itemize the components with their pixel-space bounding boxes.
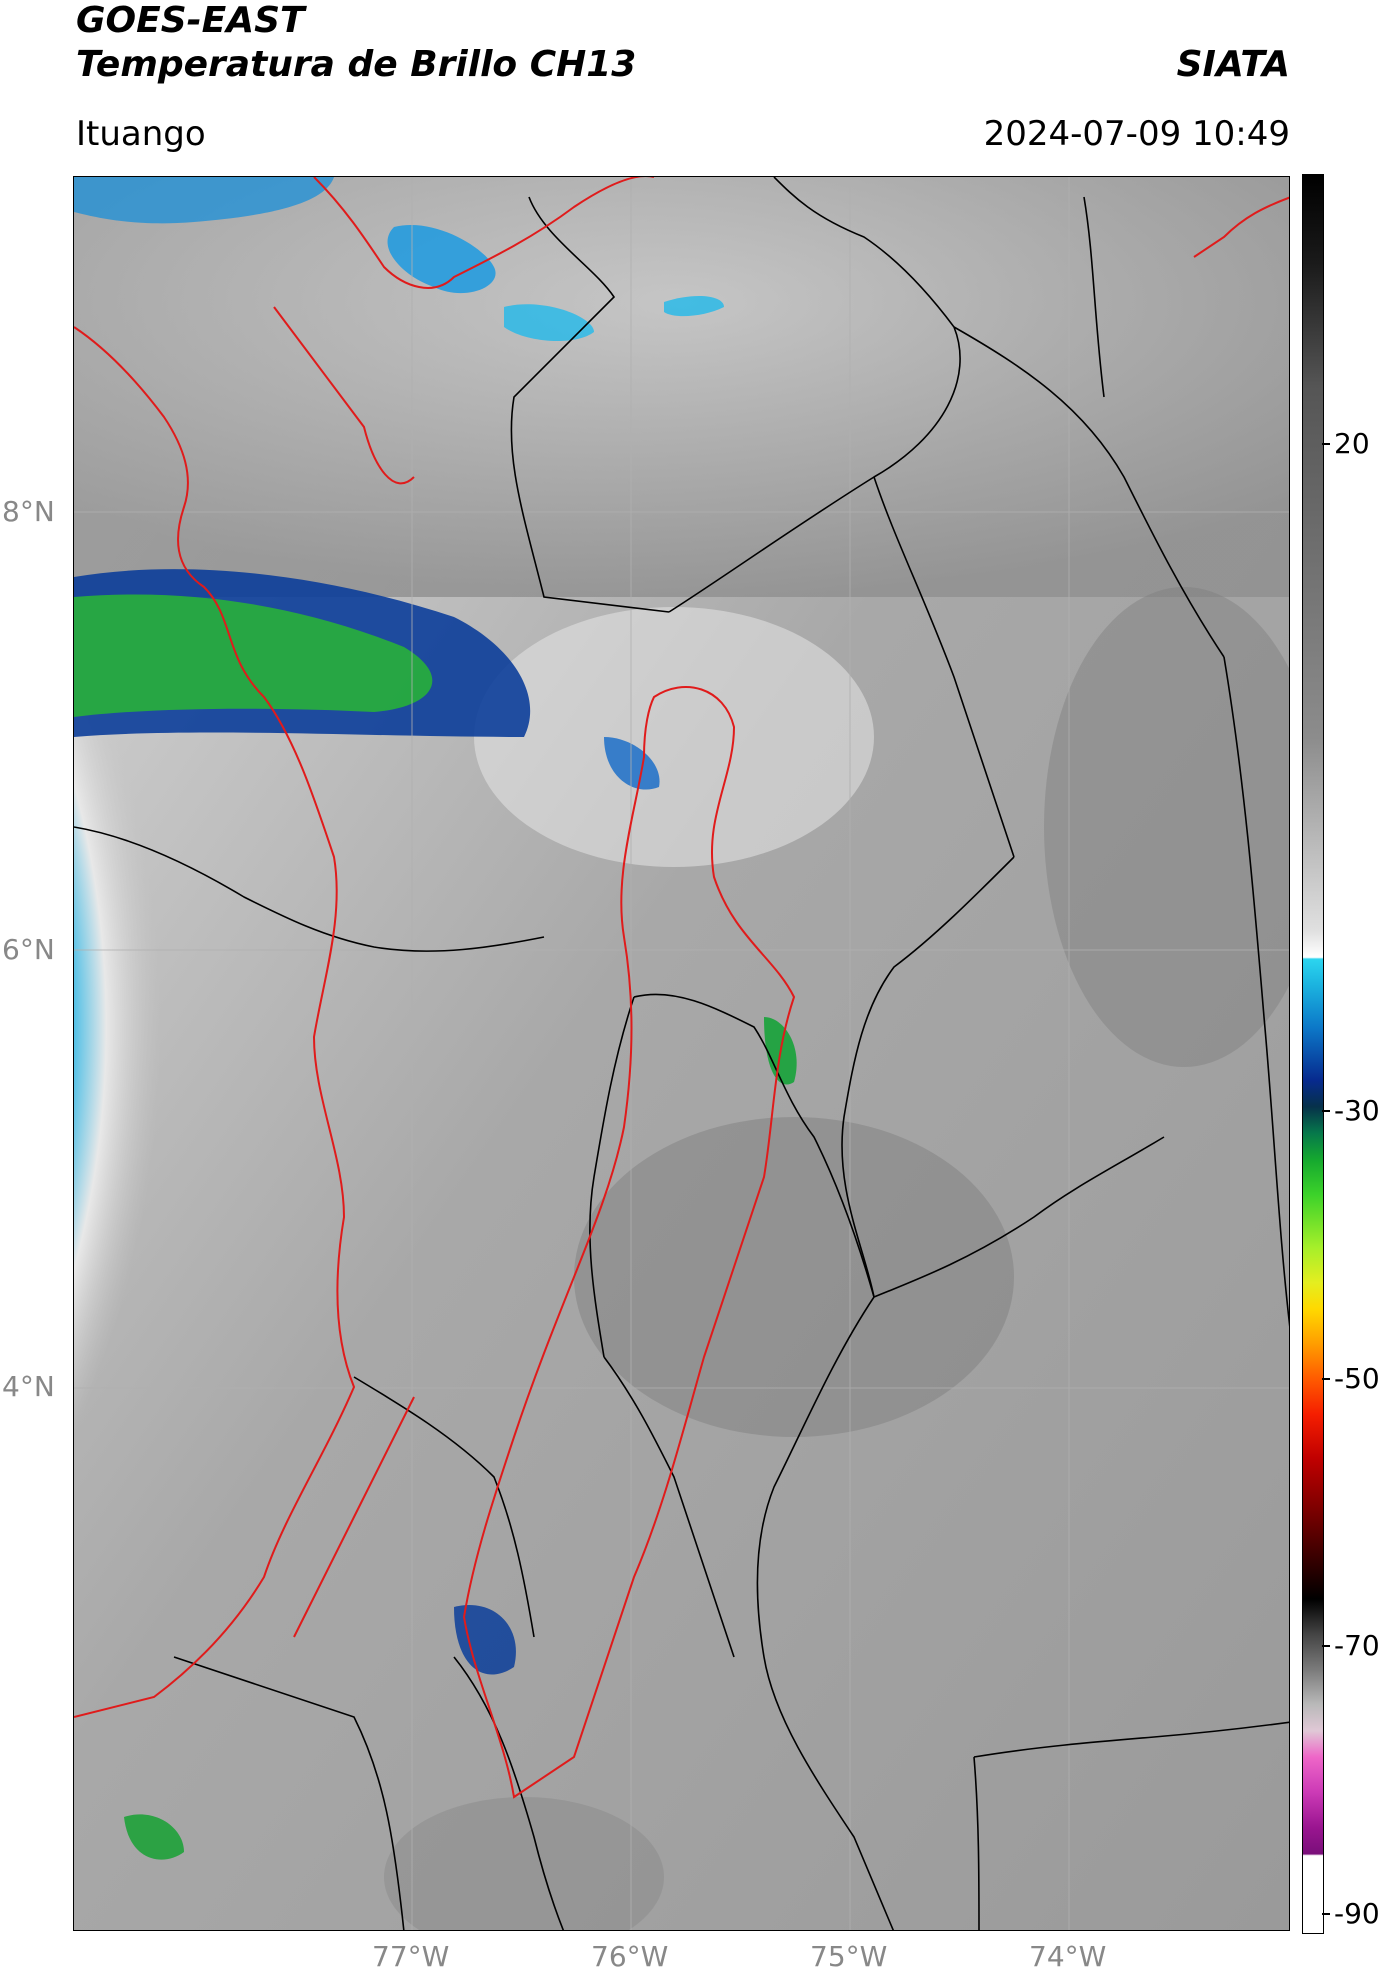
location-label: Ituango xyxy=(76,114,206,154)
colorbar-tick xyxy=(1322,1110,1330,1112)
colorbar-label-minus70: -70 xyxy=(1334,1629,1380,1662)
dark-surface-patch xyxy=(574,1117,1014,1437)
lon-label-77w: 77°W xyxy=(372,1940,450,1973)
colorbar-label-minus30: -30 xyxy=(1334,1094,1380,1127)
colorbar-label-minus50: -50 xyxy=(1334,1362,1380,1395)
cloud-cell-b xyxy=(504,304,594,342)
temperature-colorbar xyxy=(1302,174,1324,1934)
lon-label-76w: 76°W xyxy=(591,1940,669,1973)
colorbar-tick xyxy=(1322,1645,1330,1647)
graticule xyxy=(74,177,1289,1930)
lat-label-8n: 8°N xyxy=(2,495,55,528)
brand-label: SIATA xyxy=(1176,44,1290,85)
product-subtitle: Temperatura de Brillo CH13 xyxy=(76,44,637,85)
department-boundaries xyxy=(74,177,1289,1930)
lat-label-4n: 4°N xyxy=(2,1370,55,1403)
lon-label-75w: 75°W xyxy=(810,1940,888,1973)
basin-boundaries xyxy=(74,177,1289,1799)
cloud-band-north-inner xyxy=(74,594,433,717)
colorbar-label-minus90: -90 xyxy=(1334,1897,1380,1930)
colorbar-tick xyxy=(1322,1378,1330,1380)
cloud-cell-a xyxy=(387,225,496,294)
cloud-cell-h xyxy=(454,1605,516,1675)
map-canvas[interactable] xyxy=(74,177,1290,1931)
colorbar-tick xyxy=(1322,1913,1330,1915)
cloud-cell-e xyxy=(604,737,660,790)
cloud-cell-c xyxy=(664,295,724,317)
colorbar-tick xyxy=(1322,443,1330,445)
cloud-cell-d xyxy=(74,177,334,224)
cloud-cell-g xyxy=(124,1814,184,1860)
colorbar-label-20: 20 xyxy=(1334,427,1370,460)
dark-surface-patch-south xyxy=(384,1797,664,1930)
product-title: GOES-EAST xyxy=(76,0,305,41)
satellite-map[interactable] xyxy=(73,176,1290,1931)
dark-surface-patch-east xyxy=(1044,587,1289,1067)
lon-label-74w: 74°W xyxy=(1029,1940,1107,1973)
timestamp-label: 2024-07-09 10:49 xyxy=(983,114,1290,154)
lat-label-6n: 6°N xyxy=(2,933,55,966)
